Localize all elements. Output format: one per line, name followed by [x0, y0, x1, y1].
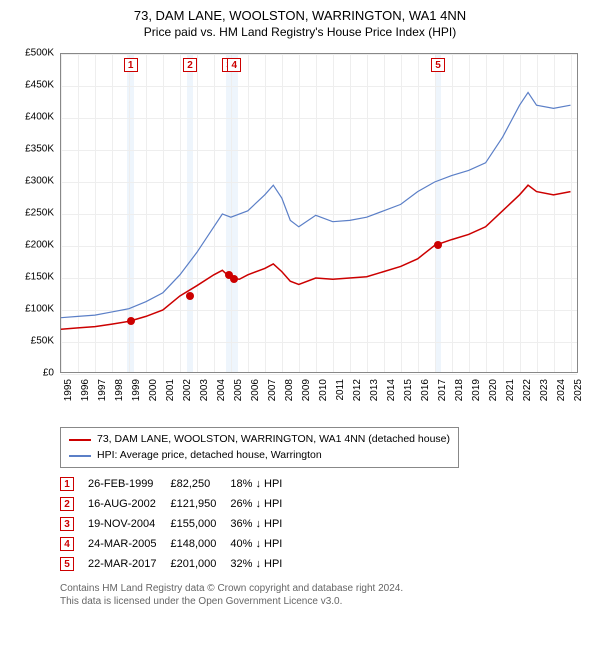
table-row: 3 19-NOV-2004£155,00036% ↓ HPI: [60, 514, 296, 534]
x-tick-label: 2019: [471, 379, 482, 401]
x-tick-label: 2012: [352, 379, 363, 401]
x-tick-label: 2000: [148, 379, 159, 401]
x-tick-label: 2022: [522, 379, 533, 401]
x-tick-label: 2005: [233, 379, 244, 401]
x-tick-label: 2013: [369, 379, 380, 401]
row-price: £201,000: [170, 554, 230, 574]
y-tick-label: £150K: [25, 271, 54, 282]
row-marker: 1: [60, 477, 74, 491]
x-tick-label: 2010: [318, 379, 329, 401]
x-tick-label: 2021: [505, 379, 516, 401]
x-tick-label: 2015: [403, 379, 414, 401]
x-tick-label: 2020: [488, 379, 499, 401]
row-marker: 3: [60, 517, 74, 531]
x-tick-label: 2014: [386, 379, 397, 401]
transactions-table: 1 26-FEB-1999£82,25018% ↓ HPI 2 16-AUG-2002…: [60, 474, 296, 574]
marker-box: 1: [124, 58, 138, 72]
row-marker: 2: [60, 497, 74, 511]
x-tick-label: 1996: [80, 379, 91, 401]
legend-label: HPI: Average price, detached house, Warr…: [97, 448, 322, 464]
x-tick-label: 2011: [335, 379, 346, 401]
marker-box: 4: [227, 58, 241, 72]
y-tick-label: £300K: [25, 175, 54, 186]
price-dot: [434, 241, 442, 249]
marker-box: 5: [431, 58, 445, 72]
row-date: 26-FEB-1999: [88, 474, 170, 494]
footer-line-2: This data is licensed under the Open Gov…: [60, 595, 588, 608]
legend-label: 73, DAM LANE, WOOLSTON, WARRINGTON, WA1 …: [97, 432, 450, 448]
y-tick-label: £400K: [25, 111, 54, 122]
legend-swatch: [69, 455, 91, 457]
footer: Contains HM Land Registry data © Crown c…: [60, 582, 588, 608]
table-row: 1 26-FEB-1999£82,25018% ↓ HPI: [60, 474, 296, 494]
x-tick-label: 1995: [63, 379, 74, 401]
table-row: 2 16-AUG-2002£121,95026% ↓ HPI: [60, 494, 296, 514]
x-tick-label: 2006: [250, 379, 261, 401]
x-tick-label: 2023: [539, 379, 550, 401]
row-price: £82,250: [170, 474, 230, 494]
x-tick-label: 2017: [437, 379, 448, 401]
table-row: 4 24-MAR-2005£148,00040% ↓ HPI: [60, 534, 296, 554]
x-tick-label: 2016: [420, 379, 431, 401]
row-marker: 5: [60, 557, 74, 571]
x-tick-label: 1998: [114, 379, 125, 401]
x-tick-label: 2018: [454, 379, 465, 401]
row-price: £121,950: [170, 494, 230, 514]
x-tick-label: 1997: [97, 379, 108, 401]
x-tick-label: 2009: [301, 379, 312, 401]
x-tick-label: 2003: [199, 379, 210, 401]
y-tick-label: £50K: [31, 335, 54, 346]
series-property: [61, 185, 571, 329]
chart-title: 73, DAM LANE, WOOLSTON, WARRINGTON, WA1 …: [12, 8, 588, 25]
row-price: £148,000: [170, 534, 230, 554]
row-pct: 40% ↓ HPI: [230, 534, 296, 554]
y-tick-label: £100K: [25, 303, 54, 314]
row-marker: 4: [60, 537, 74, 551]
y-tick-label: £500K: [25, 47, 54, 58]
row-date: 16-AUG-2002: [88, 494, 170, 514]
x-tick-label: 1999: [131, 379, 142, 401]
x-tick-label: 2008: [284, 379, 295, 401]
x-tick-label: 2004: [216, 379, 227, 401]
legend: 73, DAM LANE, WOOLSTON, WARRINGTON, WA1 …: [60, 427, 459, 469]
y-tick-label: £350K: [25, 143, 54, 154]
price-dot: [186, 292, 194, 300]
x-tick-label: 2024: [556, 379, 567, 401]
row-date: 24-MAR-2005: [88, 534, 170, 554]
x-tick-label: 2007: [267, 379, 278, 401]
x-tick-label: 2025: [573, 379, 584, 401]
chart-area: £0 £50K £100K £150K £200K £250K £300K £350K £400…: [12, 43, 588, 423]
price-dot: [127, 317, 135, 325]
legend-item: HPI: Average price, detached house, Warr…: [69, 448, 450, 464]
row-pct: 26% ↓ HPI: [230, 494, 296, 514]
y-tick-label: £200K: [25, 239, 54, 250]
row-pct: 18% ↓ HPI: [230, 474, 296, 494]
y-tick-label: £250K: [25, 207, 54, 218]
y-tick-label: £0: [43, 367, 54, 378]
footer-line-1: Contains HM Land Registry data © Crown c…: [60, 582, 588, 595]
row-date: 22-MAR-2017: [88, 554, 170, 574]
y-tick-label: £450K: [25, 79, 54, 90]
row-pct: 32% ↓ HPI: [230, 554, 296, 574]
series-hpi: [61, 92, 571, 317]
x-tick-label: 2001: [165, 379, 176, 401]
plot-area: 12345: [60, 53, 578, 373]
x-tick-label: 2002: [182, 379, 193, 401]
x-axis: 1995 1996 1997 1998 1999 2000 2001 2002 2003 2004…: [60, 375, 578, 423]
marker-box: 2: [183, 58, 197, 72]
price-dot: [230, 275, 238, 283]
legend-swatch: [69, 439, 91, 441]
legend-item: 73, DAM LANE, WOOLSTON, WARRINGTON, WA1 …: [69, 432, 450, 448]
y-axis: £0£50K£100K£150K£200K£250K£300K£350K£400…: [12, 53, 58, 373]
chart-subtitle: Price paid vs. HM Land Registry's House …: [12, 25, 588, 39]
line-layer: [61, 54, 577, 372]
table-row: 5 22-MAR-2017£201,00032% ↓ HPI: [60, 554, 296, 574]
row-pct: 36% ↓ HPI: [230, 514, 296, 534]
row-date: 19-NOV-2004: [88, 514, 170, 534]
row-price: £155,000: [170, 514, 230, 534]
